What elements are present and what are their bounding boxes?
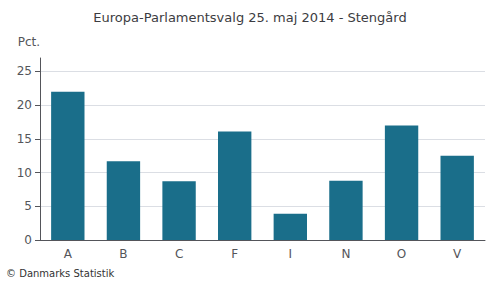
svg-text:5: 5: [24, 199, 32, 213]
svg-text:25: 25: [17, 64, 32, 78]
svg-text:Europa-Parlamentsvalg 25. maj: Europa-Parlamentsvalg 25. maj 2014 - Ste…: [93, 10, 406, 25]
svg-text:C: C: [175, 247, 183, 261]
svg-text:N: N: [341, 247, 350, 261]
svg-text:F: F: [231, 247, 238, 261]
svg-text:V: V: [453, 247, 462, 261]
svg-text:10: 10: [17, 166, 32, 180]
svg-text:15: 15: [17, 132, 32, 146]
svg-text:I: I: [289, 247, 293, 261]
svg-text:O: O: [397, 247, 406, 261]
svg-text:A: A: [64, 247, 73, 261]
svg-text:Pct.: Pct.: [18, 35, 40, 49]
svg-text:B: B: [119, 247, 127, 261]
svg-text:0: 0: [24, 233, 32, 247]
svg-text:20: 20: [17, 98, 32, 112]
svg-text:© Danmarks Statistik: © Danmarks Statistik: [6, 268, 115, 279]
